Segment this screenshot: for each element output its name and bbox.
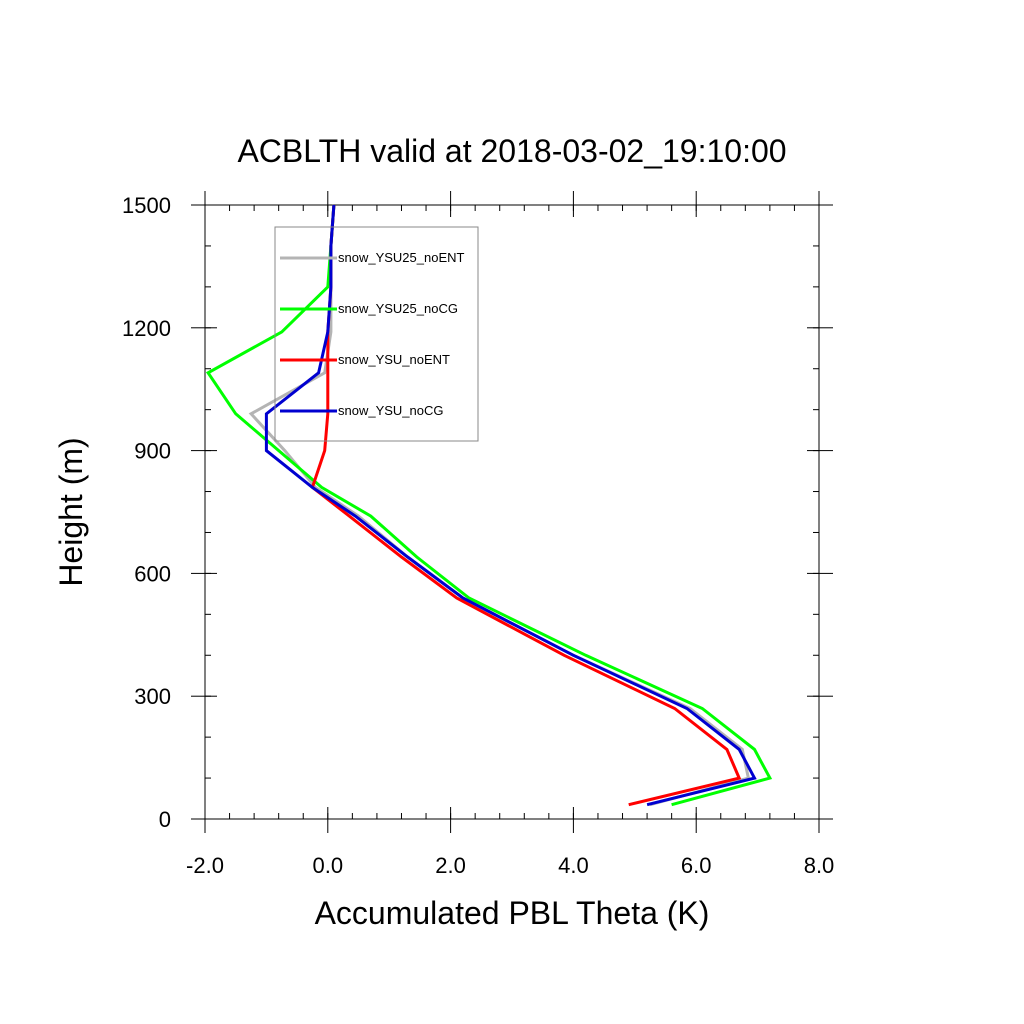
legend-entry-label: snow_YSU_noENT [338,352,450,367]
plot-frame [204,204,820,820]
x-tick-label: 2.0 [435,853,466,878]
legend: snow_YSU25_noENT snow_YSU25_noCG snow_YSU_… [274,226,479,442]
chart-title: ACBLTH valid at 2018-03-02_19:10:00 [237,133,786,169]
legend-box [274,226,479,442]
x-axis-label: Accumulated PBL Theta (K) [315,895,710,931]
x-tick-label: 6.0 [681,853,712,878]
y-tick-label: 0 [159,807,171,832]
ticks-layer: -2.0 0.0 2.0 4.0 6.0 8.0 0 300 600 900 1200 1500 [122,191,834,878]
series-line-snow-ysu25-nocg [205,204,773,807]
y-tick-label: 300 [134,684,171,709]
x-tick-label: 4.0 [558,853,589,878]
y-tick-label: 600 [134,561,171,586]
y-tick-label: 900 [134,439,171,464]
legend-entry-label: snow_YSU25_noENT [338,250,465,265]
x-tick-label: -2.0 [186,853,224,878]
y-tick-label: 1200 [122,316,171,341]
series-line-snow-ysu-noent [310,204,742,807]
plot-border [204,204,820,820]
legend-entry-label: snow_YSU_noCG [338,403,444,418]
x-tick-label: 8.0 [804,853,835,878]
y-tick-label: 1500 [122,193,171,218]
series-layer [205,204,773,807]
x-tick-label: 0.0 [313,853,344,878]
y-axis-label: Height (m) [53,437,89,586]
legend-entry-label: snow_YSU25_noCG [338,301,458,316]
series-line-snow-ysu25-noent [248,204,751,807]
